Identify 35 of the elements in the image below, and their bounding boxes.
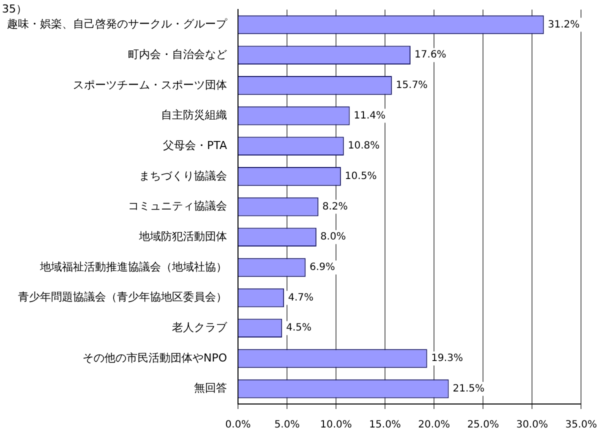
data-label: 17.6% (414, 50, 446, 61)
y-tick-label: その他の市民活動団体やNPO (82, 351, 228, 364)
data-label: 21.5% (452, 383, 485, 394)
y-tick-label: 地域福祉活動推進協議会（地域社協） (39, 260, 227, 274)
data-label: 4.5% (286, 322, 312, 334)
data-label: 8.0% (320, 232, 346, 243)
text: 35） (2, 2, 27, 16)
data-label: 11.4% (354, 110, 386, 122)
y-tick-label: 老人クラブ (172, 321, 228, 334)
y-tick-label: 自主防災組織 (161, 108, 227, 122)
x-tick-label: 20.0% (418, 420, 450, 431)
data-label: 10.5% (344, 171, 377, 182)
x-tick-label: 15.0% (369, 420, 401, 431)
data-label: 6.9% (310, 262, 336, 274)
data-label: 4.7% (288, 292, 314, 304)
data-label: 19.3% (431, 353, 463, 364)
data-label: 15.7% (396, 80, 428, 92)
y-tick-label: 青少年問題協議会（青少年協地区委員会） (18, 290, 227, 304)
y-tick-label: 父母会・PTA (162, 138, 228, 152)
y-tick-label: 地域防犯活動団体 (138, 230, 227, 243)
x-tick-label: 30.0% (516, 420, 548, 431)
y-tick-label: 町内会・自治会など (128, 48, 227, 61)
data-label: 31.2% (548, 19, 580, 30)
x-tick-label: 5.0% (274, 420, 300, 431)
y-tick-label: 趣味・娯楽、自己啓発のサークル・グループ (7, 18, 228, 31)
y-tick-label: まちづくり協議会 (139, 169, 227, 182)
y-tick-label: スポーツチーム・スポーツ団体 (73, 78, 227, 92)
x-tick-label: 10.0% (320, 420, 352, 431)
x-tick-label: 0.0% (225, 420, 251, 431)
data-label: 10.8% (348, 140, 380, 152)
y-tick-label: 無回答 (194, 382, 227, 395)
y-tick-label: コミュニティ協議会 (128, 200, 227, 213)
x-tick-label: 25.0% (467, 420, 499, 431)
x-tick-label: 35.0% (565, 420, 598, 431)
data-label: 8.2% (322, 201, 348, 212)
